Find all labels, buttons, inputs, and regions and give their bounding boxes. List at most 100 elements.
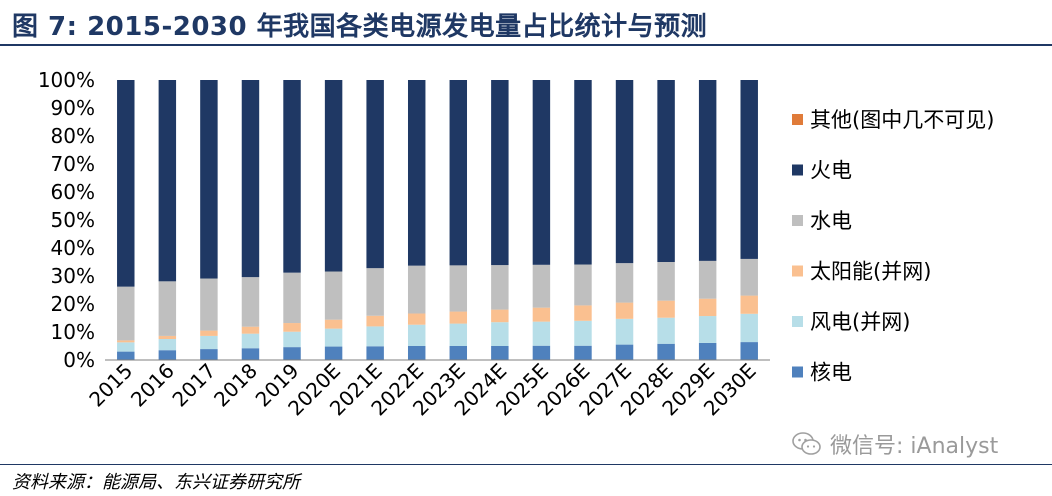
wechat-icon (792, 432, 821, 455)
y-tick-label: 50% (51, 208, 95, 232)
legend-label: 风电(并网) (810, 310, 910, 334)
watermark-text: 微信号: iAnalyst (830, 434, 999, 459)
bar-segment (574, 320, 592, 346)
bar-segment (698, 80, 717, 261)
page-title: 图 7: 2015-2030 年我国各类电源发电量占比统计与预测 (12, 12, 708, 42)
legend-label: 火电 (810, 159, 852, 183)
bar-segment (491, 80, 509, 266)
legend-swatch (792, 114, 803, 125)
bar-segment (615, 318, 634, 345)
bar-segment (117, 80, 135, 287)
bar-segment (449, 323, 468, 346)
bar-segment (491, 309, 509, 323)
bar-segment (615, 263, 634, 303)
bar-segment (740, 258, 758, 296)
bar-segment (740, 80, 758, 259)
bar-segment (283, 331, 301, 348)
bar-segment (449, 265, 468, 312)
bar-segment (740, 295, 758, 314)
bar-segment (366, 326, 384, 347)
bar-segment (241, 277, 260, 327)
y-tick-label: 80% (51, 124, 95, 148)
bar-segment (366, 346, 384, 360)
bar-segment (158, 335, 177, 339)
x-tick-label: 2018 (209, 359, 262, 412)
bar-segment (324, 346, 343, 360)
bar-segment (698, 298, 717, 317)
bar-segment (491, 265, 509, 310)
bar-segment (324, 80, 343, 272)
bar-segment (449, 311, 468, 324)
bar-segment (491, 346, 509, 360)
y-tick-label: 100% (38, 68, 95, 92)
bar-segment (532, 264, 551, 308)
bar-segment (574, 305, 592, 321)
y-tick-label: 40% (51, 236, 95, 260)
y-tick-label: 0% (63, 348, 95, 372)
bar-segment (698, 316, 717, 343)
y-tick-label: 90% (51, 96, 95, 120)
bar-segment (449, 346, 468, 360)
legend-label: 太阳能(并网) (810, 260, 931, 284)
title-divider (0, 44, 1052, 46)
bar-segment (366, 80, 384, 269)
bar-segment (324, 271, 343, 320)
bar-segment (117, 340, 135, 343)
bar-segment (117, 351, 135, 360)
bar-segment (532, 345, 551, 360)
legend-swatch (792, 366, 803, 378)
bar-segment (366, 268, 384, 316)
bar-segment (657, 262, 675, 301)
y-axis-ticks: 0% 10% 20% 30% 40% 50% 60% 70% 80% 90% 100% (38, 68, 95, 372)
bar-segment (532, 80, 551, 265)
bar-segment (740, 313, 758, 343)
bar-segment (241, 348, 260, 360)
x-tick-label: 2017 (167, 359, 220, 412)
bar-segment (241, 333, 260, 349)
bar-segment (657, 80, 675, 262)
bar-segment (117, 286, 135, 341)
y-tick-label: 70% (51, 152, 95, 176)
bar-segment (241, 326, 260, 334)
bar-segment (615, 80, 634, 264)
bar-segment (407, 324, 426, 346)
x-axis-ticks: 201520162017201820192020E2021E2022E2023E… (84, 359, 760, 421)
stacked-bar-chart: 0% 10% 20% 30% 40% 50% 60% 70% 80% 90% 100% 201520… (38, 68, 995, 421)
bar-segment (615, 344, 634, 360)
watermark: 微信号: iAnalyst (792, 428, 998, 460)
bar-segment (283, 323, 301, 332)
bar-segment (200, 80, 218, 279)
bars (117, 80, 758, 360)
bar-segment (698, 342, 717, 360)
bar-segment (532, 321, 551, 346)
bar-segment (657, 300, 675, 318)
y-tick-label: 30% (51, 264, 95, 288)
bar-segment (200, 349, 218, 360)
source-note: 资料来源：能源局、东兴证券研究所 (12, 472, 300, 493)
bar-segment (574, 264, 592, 306)
bar-segment (283, 272, 301, 324)
legend-label: 水电 (810, 209, 852, 233)
bar-segment (158, 339, 177, 351)
bar-segment (407, 313, 426, 325)
bar-segment (158, 281, 177, 336)
bar-segment (615, 302, 634, 319)
bar-segment (574, 80, 592, 265)
legend-swatch (792, 215, 803, 226)
bar-segment (283, 347, 301, 360)
legend-label: 核电 (810, 361, 852, 385)
bar-segment (324, 328, 343, 347)
x-tick-label: 2016 (126, 359, 179, 412)
bar-segment (117, 342, 135, 352)
bar-segment (657, 317, 675, 344)
bar-segment (574, 345, 592, 360)
bar-segment (158, 80, 177, 282)
bar-segment (200, 335, 218, 350)
legend-swatch (792, 316, 803, 327)
y-tick-label: 60% (51, 180, 95, 204)
bar-segment (158, 350, 177, 360)
title-bar: 图 7: 2015-2030 年我国各类电源发电量占比统计与预测 (0, 0, 1052, 46)
bar-segment (657, 343, 675, 360)
bar-segment (491, 322, 509, 346)
